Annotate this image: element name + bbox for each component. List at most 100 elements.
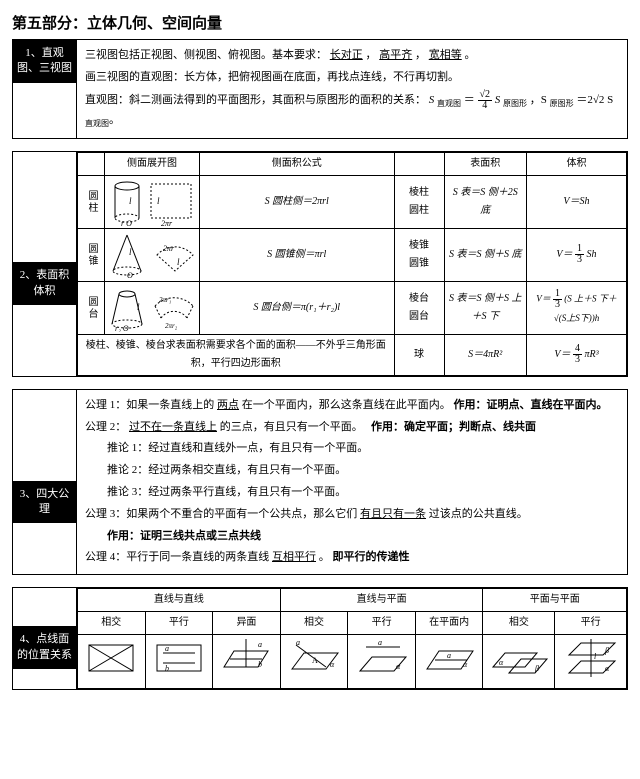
a1d: 作用：证明点、直线在平面内。 xyxy=(454,399,608,411)
h-lp: 直线与平面 xyxy=(280,589,483,612)
s1l3k: ＝2√2 S xyxy=(576,94,613,106)
surface-volume-table: 侧面展开图 侧面积公式 表面积 体积 圆柱 l r O xyxy=(77,152,627,376)
tab-col-4: 4、点线面的位置关系 xyxy=(13,588,77,689)
a1b: 两点 xyxy=(217,399,239,411)
svg-text:a: a xyxy=(378,638,382,647)
content-1: 三视图包括正视图、侧视图、俯视图。基本要求： 长对正 ， 高平齐 ， 宽相等 。… xyxy=(77,40,627,138)
a2b: 过不在一条直线上 xyxy=(129,421,217,433)
pyr-cone: 棱锥 圆锥 xyxy=(394,228,444,281)
blank2 xyxy=(394,152,444,175)
cylinder-label: 圆柱 xyxy=(78,175,105,228)
c8: 平行 xyxy=(555,612,627,635)
a4b: 互相平行 xyxy=(272,551,316,563)
h-ll: 直线与直线 xyxy=(78,589,281,612)
svg-text:b: b xyxy=(165,664,169,673)
pyr-cone-v: V＝ 13 Sh xyxy=(526,228,626,281)
tab-col-1: 1、直观图、三视图 xyxy=(13,40,77,138)
h-expand: 侧面展开图 xyxy=(105,152,200,175)
tab-2: 2、表面积体积 xyxy=(13,262,76,305)
diag-skew-lines: ab xyxy=(213,635,281,689)
axiom4: 公理 4：平行于同一条直线的两条直线 互相平行 。 即平行的传递性 xyxy=(85,548,619,568)
a1a: 公理 1：如果一条直线上的 xyxy=(85,399,214,411)
a3b: 有且只有一条 xyxy=(360,508,426,520)
frac-pcv: 13 xyxy=(575,244,584,265)
c1: 相交 xyxy=(78,612,146,635)
frv-d: (S 上＋S 下＋√(S上S下))h xyxy=(554,294,617,323)
svg-text:O: O xyxy=(127,271,133,279)
svg-text:l: l xyxy=(129,196,132,206)
s1-line3: 直观图：斜二测画法得到的平面图形，其面积与原图形的面积的关系： S 直观图 ＝ … xyxy=(85,90,619,132)
cone-label: 圆锥 xyxy=(78,228,105,281)
s1l1e: ， xyxy=(415,49,426,61)
a4a: 公理 4：平行于同一条直线的两条直线 xyxy=(85,551,269,563)
note-cell: 棱柱、棱锥、棱台求表面积需要求各个面的面积——不外乎三角形面积，平行四边形面积 xyxy=(78,334,395,375)
s1l1c: ， xyxy=(366,49,377,61)
a4d: 即平行的传递性 xyxy=(333,551,410,563)
svg-text:b: b xyxy=(258,660,262,669)
frustum-label: 圆台 xyxy=(78,281,105,334)
s1-line2: 画三视图的直观图：长方体，把俯视图画在底面，再找点连线，不行再切割。 xyxy=(85,68,619,88)
svg-text:l: l xyxy=(129,247,132,257)
svg-text:α: α xyxy=(499,658,504,667)
table-row: 圆锥 l O 2πr l S 圆锥侧＝πrl 棱锥 圆锥 S 表＝S 侧 xyxy=(78,228,627,281)
cone-formula: S 圆锥侧＝πrl xyxy=(200,228,395,281)
fru-v: V＝ 13 (S 上＋S 下＋√(S上S下))h xyxy=(526,281,626,334)
a2a: 公理 2： xyxy=(85,421,126,433)
c6: 在平面内 xyxy=(415,612,483,635)
axiom3-role: 作用：证明三线共点或三点共线 xyxy=(85,527,619,547)
frustum-formula: S 圆台侧＝π(r₁＋r₂)l xyxy=(200,281,395,334)
tab-3: 3、四大公理 xyxy=(13,481,76,524)
s1l3j: 原图形 xyxy=(550,99,574,108)
theorem1: 推论 1：经过直线和直线外一点，有且只有一个平面。 xyxy=(85,439,619,459)
svg-text:r O: r O xyxy=(121,219,132,226)
s1l1d: 高平齐 xyxy=(379,49,412,61)
section-3: 3、四大公理 公理 1：如果一条直线上的 两点 在一个平面内，那么这条直线在此平… xyxy=(12,389,628,575)
svg-text:α: α xyxy=(463,660,468,669)
svg-text:r₂ O: r₂ O xyxy=(115,324,129,332)
content-2: 侧面展开图 侧面积公式 表面积 体积 圆柱 l r O xyxy=(77,152,627,376)
sv-a: V＝ xyxy=(554,349,570,360)
svg-text:β: β xyxy=(604,646,609,655)
svg-text:2πr: 2πr xyxy=(163,244,175,253)
frustum-diagram: l r₂ O 2πr₁ 2πr₂ xyxy=(105,281,200,334)
prism-cyl-s: S 表＝S 侧＋2S 底 xyxy=(444,175,526,228)
pcv-a: V＝ xyxy=(556,249,572,260)
svg-text:β: β xyxy=(534,664,539,673)
position-table: 直线与直线 直线与平面 平面与平面 相交 平行 异面 相交 平行 在平面内 相交… xyxy=(77,588,627,689)
s1l3g: S xyxy=(495,94,501,106)
diag-line-intersect-plane: aαA xyxy=(280,635,348,689)
svg-text:2πr₂: 2πr₂ xyxy=(165,322,178,330)
s1l3a: 直观图：斜二测画法得到的平面图形，其面积与原图形的面积的关系： xyxy=(85,94,426,106)
svg-text:A: A xyxy=(312,656,318,665)
axiom2: 公理 2： 过不在一条直线上 的三点，有且只有一个平面。 作用：确定平面；判断点… xyxy=(85,418,619,438)
a4c: 。 xyxy=(319,551,330,563)
frac-frv: 13 xyxy=(553,289,562,310)
axiom3: 公理 3：如果两个不重合的平面有一个公共点，那么它们 有且只有一条 过该点的公共… xyxy=(85,505,619,525)
frac1n: √2 xyxy=(478,90,493,101)
h-surface: 表面积 xyxy=(444,152,526,175)
theorem3: 推论 3：经过两条平行直线，有且只有一个平面。 xyxy=(85,483,619,503)
section-2: 2、表面积体积 侧面展开图 侧面积公式 表面积 体积 圆柱 xyxy=(12,151,628,377)
table-row: ab ab aαA aα aα αβ βαl xyxy=(78,635,627,689)
h-pp: 平面与平面 xyxy=(483,589,627,612)
axiom1: 公理 1：如果一条直线上的 两点 在一个平面内，那么这条直线在此平面内。 作用：… xyxy=(85,396,619,416)
c4: 相交 xyxy=(280,612,348,635)
frac-1: √2 4 xyxy=(478,90,493,111)
svg-text:l: l xyxy=(157,196,160,206)
c2: 平行 xyxy=(145,612,213,635)
c3: 异面 xyxy=(213,612,281,635)
c7: 相交 xyxy=(483,612,555,635)
s1l3i: ，S xyxy=(530,94,547,106)
table-row: 相交 平行 异面 相交 平行 在平面内 相交 平行 xyxy=(78,612,627,635)
diag-line-parallel-plane: aα xyxy=(348,635,416,689)
sphere-s: S＝4πR² xyxy=(444,334,526,375)
sv-d: πR³ xyxy=(584,349,598,360)
s1l1g: 。 xyxy=(465,49,476,61)
blank xyxy=(78,152,105,175)
svg-text:α: α xyxy=(330,660,335,669)
cylinder-formula: S 圆柱侧＝2πrl xyxy=(200,175,395,228)
fru-pair: 棱台 圆台 xyxy=(394,281,444,334)
svg-text:2πr₁: 2πr₁ xyxy=(159,296,171,304)
frac-sv: 43 xyxy=(573,344,582,365)
content-3: 公理 1：如果一条直线上的 两点 在一个平面内，那么这条直线在此平面内。 作用：… xyxy=(77,390,627,574)
